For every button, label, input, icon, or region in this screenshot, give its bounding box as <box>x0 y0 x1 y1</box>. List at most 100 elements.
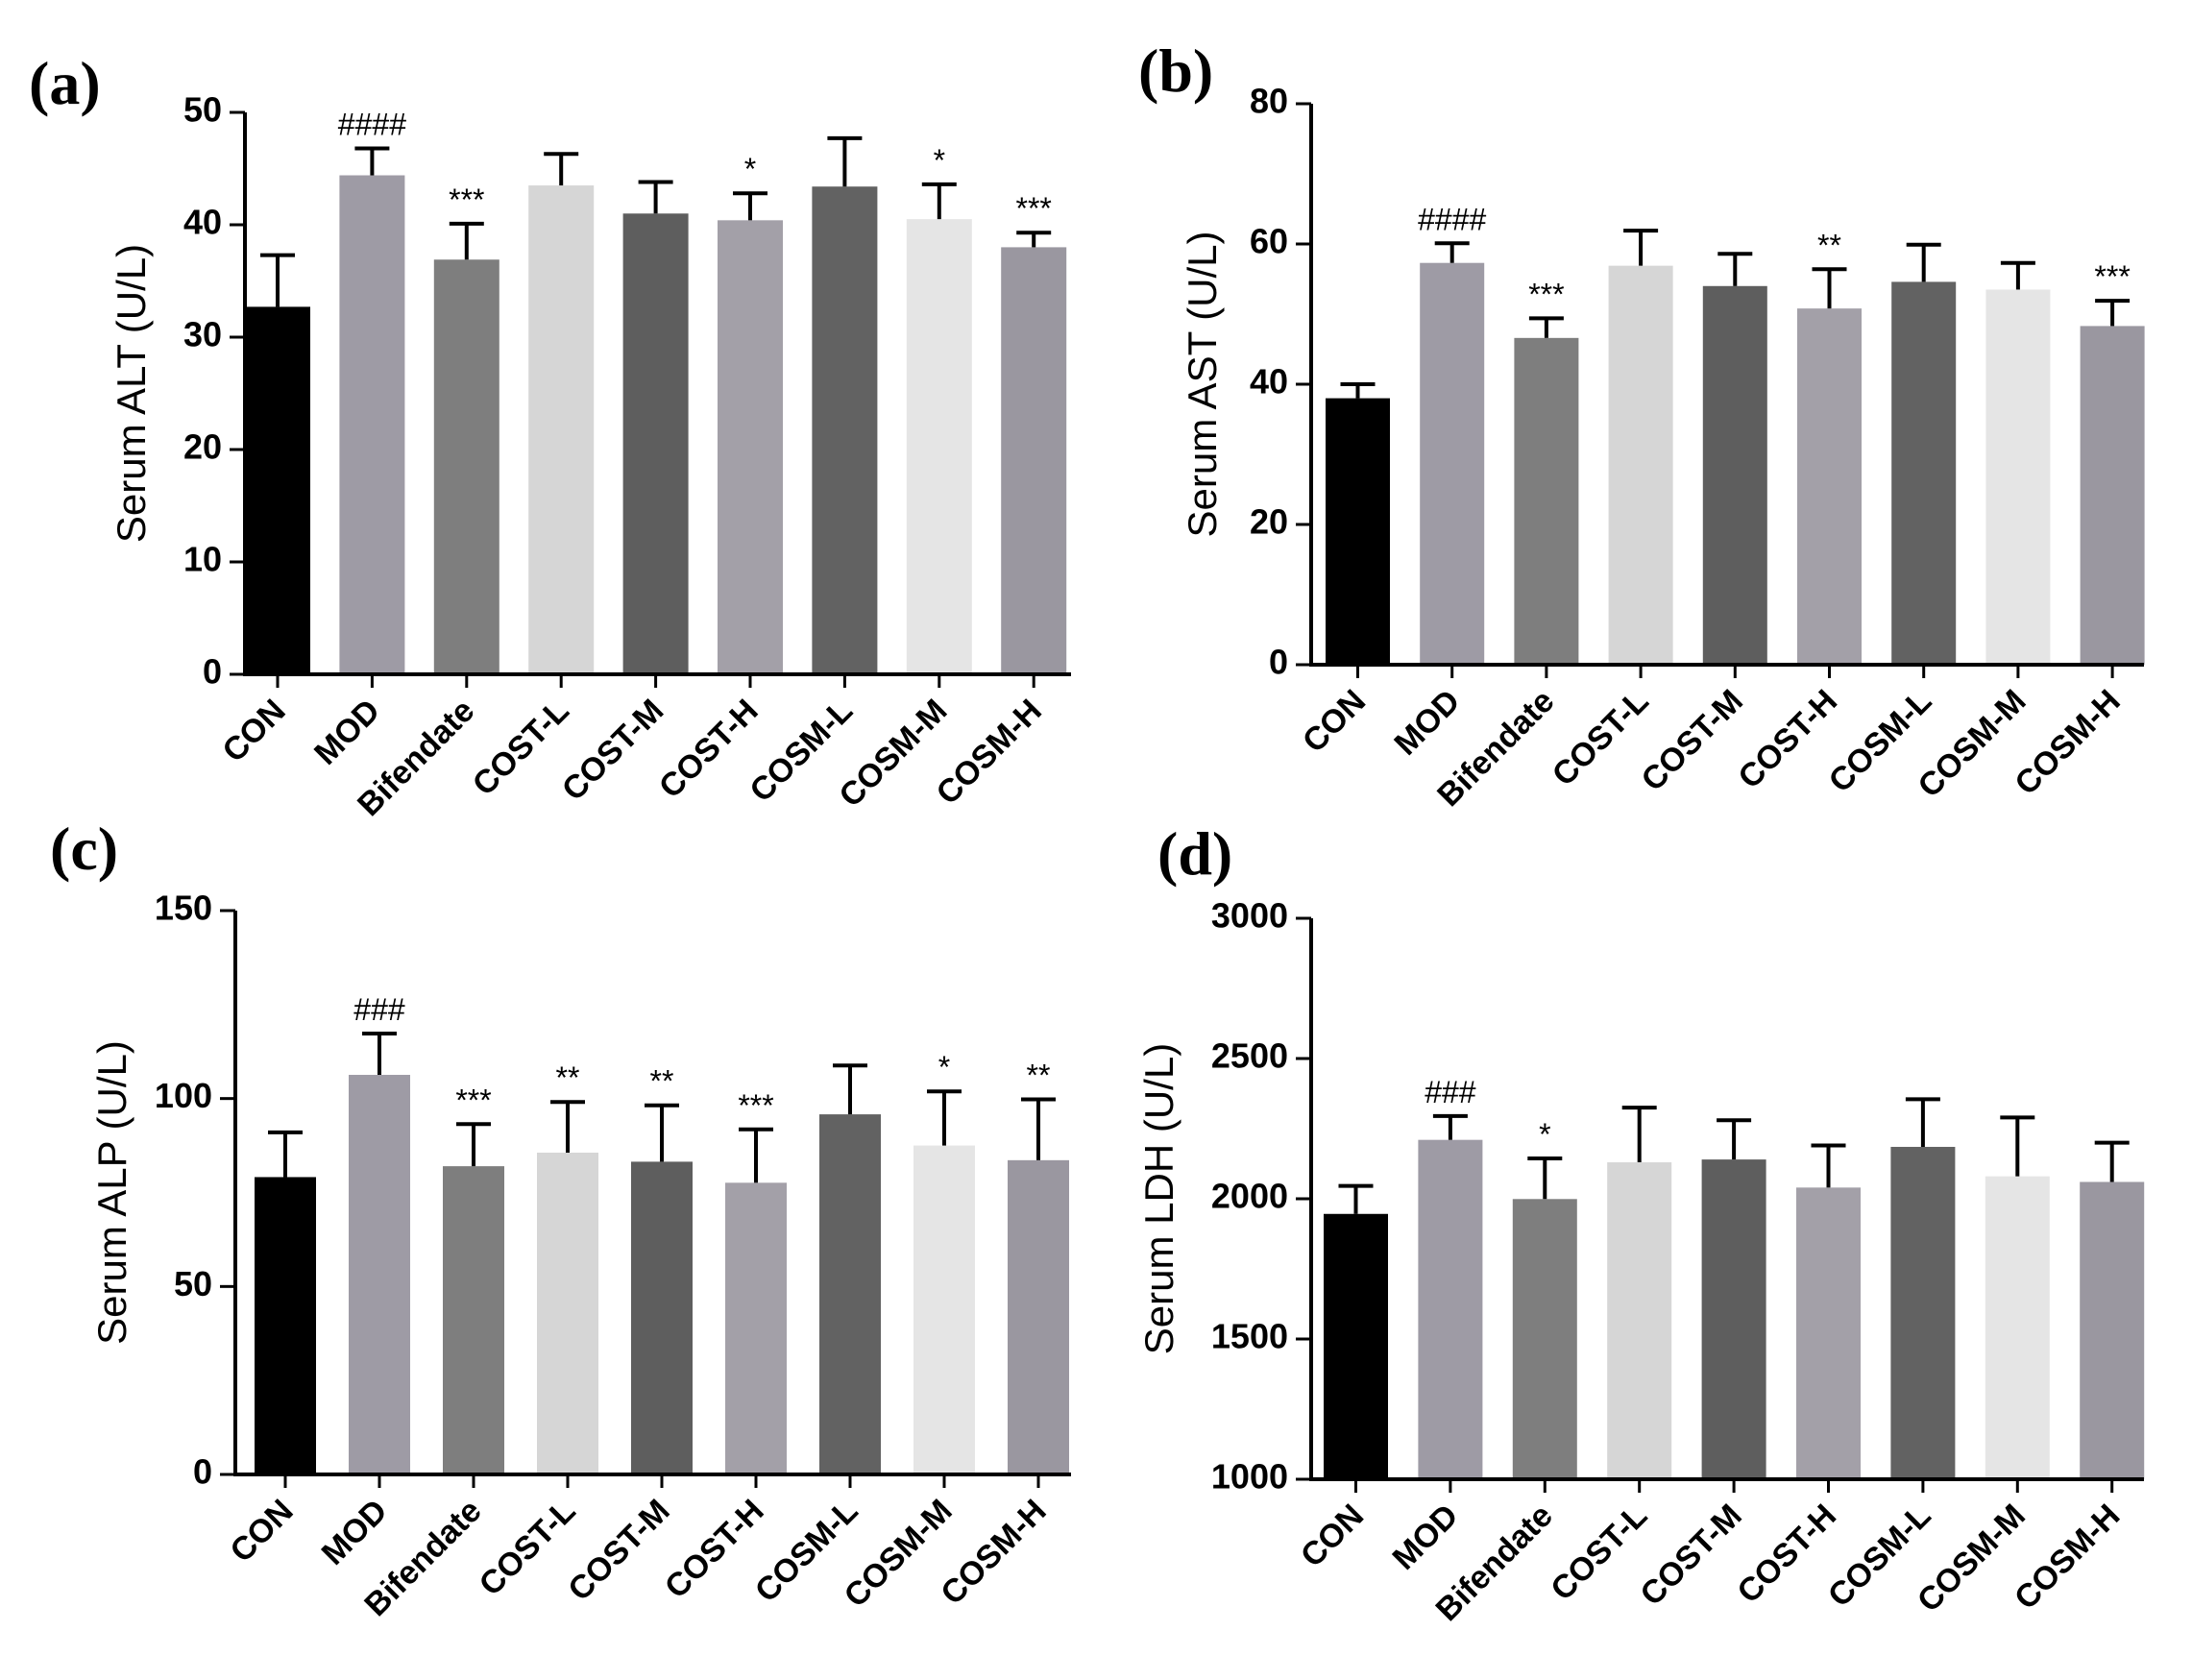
bar-cost-l <box>528 185 595 675</box>
x-tick-label: COSM-H <box>934 1493 1053 1612</box>
significance-label: *** <box>738 1088 773 1123</box>
y-tick-label: 30 <box>183 315 222 354</box>
bar-bifendate <box>443 1166 504 1474</box>
y-axis-title: Serum LDH (U/L) <box>1136 1043 1181 1354</box>
significance-label: ** <box>650 1064 674 1099</box>
y-tick-label: 60 <box>1250 222 1288 261</box>
bar-cosm-h <box>1008 1159 1069 1474</box>
bar-bifendate <box>433 259 499 674</box>
bar-cosm-m <box>1985 1176 2050 1479</box>
bar-cosm-h <box>2080 1181 2145 1479</box>
y-tick-label: 40 <box>183 203 222 242</box>
bar-cosm-h <box>2080 326 2145 665</box>
y-tick-label: 80 <box>1250 82 1288 121</box>
y-tick-label: 0 <box>193 1452 212 1492</box>
bar-cost-l <box>537 1153 598 1474</box>
significance-label: ** <box>1027 1058 1051 1092</box>
x-tick-label: COST-M <box>1635 683 1750 798</box>
x-tick-label: CON <box>215 693 292 769</box>
bar-cosm-h <box>1001 247 1067 674</box>
bar-con <box>1326 398 1390 665</box>
x-tick-label: CON <box>1296 683 1373 760</box>
significance-label: #### <box>338 107 406 141</box>
y-tick-label: 20 <box>183 427 222 467</box>
x-tick-label: MOD <box>315 1493 395 1572</box>
chart-panel-2: (c)Serum ALP (U/L)CON###MOD***Bifendate*… <box>50 815 1071 1623</box>
significance-label: * <box>1539 1117 1550 1152</box>
panel-label: (a) <box>29 49 101 117</box>
x-tick-label: COSM-H <box>929 693 1048 812</box>
y-tick-label: 3000 <box>1211 896 1288 936</box>
bar-cost-h <box>725 1182 787 1474</box>
bar-mod <box>339 175 405 674</box>
bar-cost-l <box>1608 265 1673 665</box>
bar-cosm-l <box>812 186 878 674</box>
bar-mod <box>349 1075 410 1474</box>
significance-label: *** <box>1016 191 1052 226</box>
y-tick-label: 2000 <box>1211 1177 1288 1216</box>
y-tick-label: 1500 <box>1211 1317 1288 1356</box>
bar-cost-h <box>718 220 783 674</box>
x-tick-label: MOD <box>1386 1497 1466 1577</box>
x-tick-label: MOD <box>307 693 387 772</box>
bar-cosm-m <box>906 219 972 674</box>
bar-con <box>1324 1213 1388 1479</box>
y-tick-label: 10 <box>183 540 222 579</box>
y-tick-label: 50 <box>174 1264 212 1303</box>
y-tick-label: 1000 <box>1211 1457 1288 1497</box>
bar-bifendate <box>1514 337 1579 665</box>
x-tick-label: CON <box>1294 1497 1371 1574</box>
significance-label: ### <box>353 992 405 1027</box>
significance-label: * <box>934 143 945 178</box>
significance-label: *** <box>455 1083 491 1117</box>
y-tick-label: 0 <box>203 652 222 692</box>
significance-label: ** <box>556 1060 580 1095</box>
panel-label: (b) <box>1138 37 1213 105</box>
bar-con <box>255 1177 316 1474</box>
panel-label: (c) <box>50 815 118 883</box>
bar-cost-m <box>622 213 689 675</box>
significance-label: *** <box>2094 259 2130 294</box>
y-axis-title: Serum ALT (U/L) <box>109 244 154 543</box>
bar-mod <box>1420 262 1485 665</box>
bar-cosm-l <box>1890 1146 1956 1479</box>
significance-label: ** <box>1817 228 1841 262</box>
significance-label: * <box>938 1050 950 1084</box>
significance-label: *** <box>449 183 484 217</box>
y-tick-label: 100 <box>155 1076 212 1115</box>
y-tick-label: 50 <box>183 90 222 130</box>
significance-label: #### <box>1418 202 1486 236</box>
x-tick-label: COST-M <box>561 1493 676 1608</box>
bar-mod <box>1418 1139 1483 1479</box>
bar-cost-h <box>1796 1187 1861 1479</box>
bar-cost-m <box>1701 1159 1766 1479</box>
bar-cosm-l <box>1891 281 1957 665</box>
significance-label: * <box>744 152 756 186</box>
panel-label: (d) <box>1157 819 1232 888</box>
x-tick-label: MOD <box>1387 683 1467 763</box>
bar-bifendate <box>1512 1199 1577 1479</box>
chart-panel-0: (a)Serum ALT (U/L)CON####MOD***Bifendate… <box>29 49 1071 823</box>
y-tick-label: 40 <box>1250 362 1288 402</box>
x-tick-label: CON <box>223 1493 300 1570</box>
y-tick-label: 0 <box>1269 643 1288 682</box>
x-tick-label: COST-M <box>1633 1497 1748 1613</box>
chart-panel-1: (b)Serum AST (U/L)CON####MOD***Bifendate… <box>1138 37 2145 814</box>
bar-cosm-m <box>913 1145 975 1474</box>
bar-cost-m <box>631 1161 693 1474</box>
significance-label: ### <box>1425 1075 1476 1109</box>
x-tick-label: COSM-H <box>2008 1497 2127 1617</box>
y-axis-title: Serum ALP (U/L) <box>89 1040 134 1345</box>
bar-con <box>245 306 310 674</box>
x-tick-label: COSM-H <box>2008 683 2127 802</box>
bar-cost-l <box>1607 1162 1672 1479</box>
y-axis-title: Serum AST (U/L) <box>1180 231 1225 538</box>
bar-cost-m <box>1702 285 1767 665</box>
x-tick-label: COST-M <box>555 693 670 808</box>
bar-cost-h <box>1797 308 1862 665</box>
significance-label: *** <box>1528 277 1564 311</box>
bar-cosm-l <box>819 1114 881 1474</box>
y-tick-label: 2500 <box>1211 1036 1288 1076</box>
y-tick-label: 20 <box>1250 502 1288 542</box>
